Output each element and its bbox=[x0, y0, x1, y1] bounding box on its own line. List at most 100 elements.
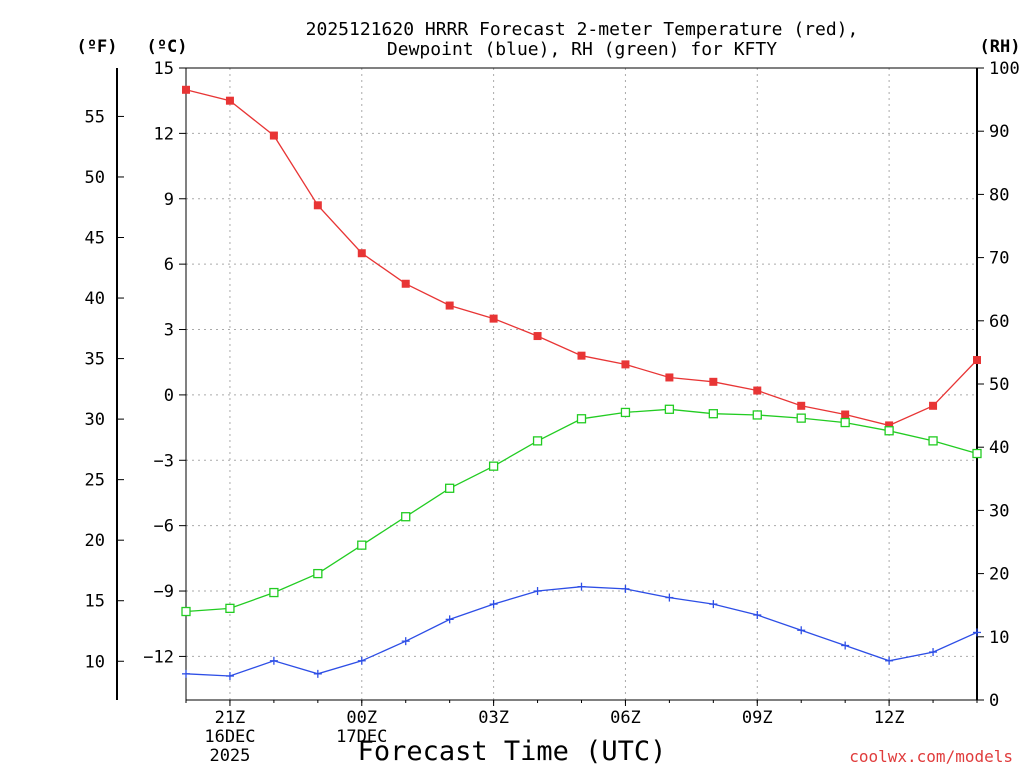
celsius-tick-label: 0 bbox=[164, 386, 174, 406]
dewpoint-point bbox=[445, 615, 454, 624]
dewpoint-point bbox=[225, 672, 234, 681]
dewpoint-point bbox=[841, 641, 850, 650]
rh-point bbox=[357, 540, 367, 550]
rh-point bbox=[401, 512, 411, 522]
fahrenheit-unit-label: (ºF) bbox=[77, 37, 118, 57]
fahrenheit-tick-label: 35 bbox=[85, 350, 105, 370]
rh-line bbox=[185, 408, 978, 613]
celsius-unit-label: (ºC) bbox=[147, 37, 188, 57]
chart-title-line2: Dewpoint (blue), RH (green) for KFTY bbox=[387, 39, 777, 60]
fahrenheit-tick-label: 40 bbox=[85, 289, 105, 309]
x-tick-label: 00Z bbox=[346, 708, 377, 728]
temperature-point bbox=[489, 314, 498, 323]
rh-tick-label: 90 bbox=[989, 122, 1009, 142]
dewpoint-point bbox=[753, 611, 762, 620]
x-tick-label: 21Z bbox=[215, 708, 246, 728]
rh-tick-label: 80 bbox=[989, 185, 1009, 205]
series-layer bbox=[181, 85, 982, 681]
fahrenheit-tick-label: 50 bbox=[85, 168, 105, 188]
dewpoint-point bbox=[665, 593, 674, 602]
rh-point bbox=[313, 568, 323, 579]
temperature-point bbox=[841, 410, 850, 419]
dewpoint-line bbox=[185, 586, 978, 677]
fahrenheit-tick-label: 55 bbox=[85, 107, 105, 127]
temperature-point bbox=[797, 401, 806, 410]
fahrenheit-tick-label: 10 bbox=[85, 652, 105, 672]
celsius-tick-label: −6 bbox=[154, 517, 174, 537]
temperature-point bbox=[357, 249, 366, 258]
temperature-point bbox=[929, 401, 938, 410]
temperature-point bbox=[621, 360, 630, 369]
temperature-point bbox=[753, 386, 762, 395]
dewpoint-point bbox=[797, 626, 806, 635]
rh-tick-label: 10 bbox=[989, 628, 1009, 648]
rh-point bbox=[576, 414, 587, 424]
dewpoint-point bbox=[533, 587, 542, 596]
x-tick-sublabel: 2025 bbox=[209, 746, 250, 766]
temperature-point bbox=[973, 356, 981, 365]
rh-point bbox=[181, 606, 191, 617]
celsius-tick-label: 15 bbox=[154, 59, 174, 79]
rh-tick-label: 50 bbox=[989, 375, 1009, 395]
dewpoint-point bbox=[885, 656, 894, 665]
x-tick-sublabel: 17DEC bbox=[336, 727, 387, 747]
rh-point bbox=[269, 587, 279, 598]
rh-tick-label: 0 bbox=[989, 691, 999, 711]
rh-tick-label: 100 bbox=[989, 59, 1020, 79]
fahrenheit-tick-label: 15 bbox=[85, 592, 105, 612]
rh-point bbox=[225, 603, 235, 614]
x-axis-title: Forecast Time (UTC) bbox=[358, 736, 667, 767]
dewpoint-point bbox=[709, 600, 718, 609]
rh-point bbox=[708, 409, 718, 419]
temperature-point bbox=[885, 421, 894, 430]
temperature-line bbox=[185, 89, 978, 427]
rh-point bbox=[796, 413, 806, 423]
dewpoint-point bbox=[313, 669, 322, 678]
rh-point bbox=[620, 407, 631, 418]
celsius-tick-label: 9 bbox=[164, 190, 174, 210]
temperature-point bbox=[182, 85, 190, 94]
temperature-point bbox=[313, 201, 322, 210]
celsius-tick-label: −3 bbox=[154, 451, 174, 471]
celsius-tick-label: −12 bbox=[143, 647, 174, 667]
dewpoint-point bbox=[929, 648, 938, 657]
rh-point bbox=[752, 410, 762, 420]
dewpoint-point bbox=[182, 669, 190, 678]
celsius-tick-label: −9 bbox=[154, 582, 174, 602]
celsius-tick-label: 6 bbox=[164, 255, 174, 275]
fahrenheit-tick-label: 20 bbox=[85, 531, 105, 551]
x-tick-label: 12Z bbox=[874, 708, 905, 728]
chart-title-line1: 2025121620 HRRR Forecast 2-meter Tempera… bbox=[306, 19, 859, 40]
dewpoint-point bbox=[269, 656, 278, 665]
rh-tick-label: 20 bbox=[989, 565, 1009, 585]
dewpoint-point bbox=[621, 584, 630, 593]
dewpoint-point bbox=[577, 582, 586, 591]
rh-point bbox=[532, 436, 543, 446]
x-tick-label: 06Z bbox=[610, 708, 641, 728]
temperature-point bbox=[577, 351, 586, 360]
temperature-point bbox=[533, 332, 542, 341]
temperature-point bbox=[445, 301, 454, 310]
grid-layer bbox=[186, 67, 977, 700]
fahrenheit-tick-label: 25 bbox=[85, 471, 105, 491]
celsius-tick-label: 3 bbox=[164, 321, 174, 341]
temperature-point bbox=[401, 279, 410, 288]
rh-point bbox=[928, 436, 938, 446]
rh-point bbox=[445, 483, 455, 493]
rh-tick-label: 60 bbox=[989, 312, 1009, 332]
rh-point bbox=[664, 404, 675, 414]
temperature-point bbox=[269, 131, 278, 140]
axes-layer bbox=[116, 67, 978, 701]
dewpoint-point bbox=[401, 637, 410, 646]
dewpoint-point bbox=[357, 656, 366, 665]
x-tick-sublabel: 16DEC bbox=[204, 727, 255, 747]
credit-link[interactable]: coolwx.com/models bbox=[849, 747, 1013, 766]
temperature-point bbox=[225, 96, 234, 105]
rh-point bbox=[972, 448, 982, 459]
fahrenheit-tick-label: 45 bbox=[85, 229, 105, 249]
fahrenheit-tick-label: 30 bbox=[85, 410, 105, 430]
ticks-layer: 15129630−3−6−9−1255504540353025201510100… bbox=[85, 59, 1020, 766]
temperature-point bbox=[665, 373, 674, 382]
temperature-point bbox=[709, 377, 718, 386]
